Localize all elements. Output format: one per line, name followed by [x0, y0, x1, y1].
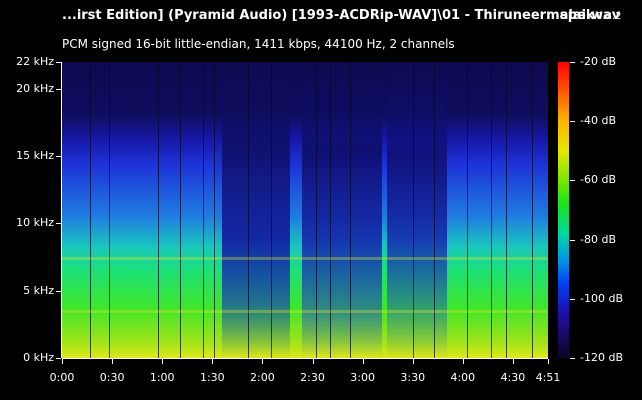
frequency-tick-label: 20 kHz — [16, 81, 54, 95]
time-tick-label: 2:00 — [250, 371, 275, 384]
spectrogram-streak — [109, 62, 110, 358]
frequency-tick — [56, 156, 61, 158]
level-tick-label: -20 dB — [580, 55, 616, 68]
time-tick — [262, 359, 264, 364]
time-tick — [512, 359, 514, 364]
spectrogram-streak — [180, 62, 181, 358]
frequency-tick — [56, 290, 61, 292]
level-colorbar — [558, 62, 569, 358]
level-tick — [570, 180, 575, 182]
spectrogram-quiet-region — [302, 62, 382, 358]
time-tick — [412, 359, 414, 364]
spectrogram-streak — [330, 62, 331, 358]
time-tick — [162, 359, 164, 364]
frequency-tick-label: 0 kHz — [23, 351, 54, 364]
frequency-tick-label: 10 kHz — [16, 216, 54, 230]
time-tick-label: 4:00 — [450, 371, 476, 384]
spectrogram-streak — [350, 62, 351, 358]
spectrogram-streak — [491, 62, 492, 358]
spectrogram-streak — [467, 62, 468, 358]
audio-info: PCM signed 16-bit little-endian, 1411 kb… — [62, 37, 455, 51]
level-tick-label: -60 dB — [580, 173, 616, 187]
time-tick — [362, 359, 364, 364]
spectrogram-band — [62, 257, 548, 260]
level-tick — [570, 121, 575, 123]
frequency-tick-label: 22 kHz — [16, 55, 54, 68]
frequency-tick — [56, 88, 61, 90]
time-tick-label: 0:30 — [99, 371, 125, 384]
frequency-tick-label: 15 kHz — [16, 149, 54, 163]
time-tick-label: 1:00 — [149, 371, 175, 384]
spectrogram-streak — [271, 62, 272, 358]
spectrogram — [62, 62, 548, 358]
spectrogram-streak — [214, 62, 215, 358]
level-tick — [570, 298, 575, 300]
time-tick — [112, 359, 114, 364]
level-tick — [570, 62, 575, 63]
frequency-tick — [56, 223, 61, 225]
app-version: 0.8.2 — [596, 11, 622, 22]
time-tick — [548, 359, 549, 364]
spectrogram-streak — [434, 62, 435, 358]
time-tick-label: 3:00 — [350, 371, 375, 384]
frequency-axis-line — [61, 62, 62, 358]
file-title: ...irst Edition] (Pyramid Audio) [1993-A… — [62, 8, 621, 23]
time-tick-label: 4:51 — [535, 371, 561, 384]
app-name: spek — [560, 8, 595, 23]
spectrogram-streak — [158, 62, 159, 358]
spectrogram-streak — [248, 62, 249, 358]
time-tick-label: 4:30 — [500, 371, 526, 384]
time-tick-label: 0:00 — [49, 371, 75, 384]
spectrogram-quiet-region — [222, 62, 290, 358]
level-tick-label: -40 dB — [580, 114, 616, 128]
time-tick-label: 1:30 — [199, 371, 225, 384]
level-tick — [570, 358, 575, 359]
time-tick — [62, 359, 63, 364]
time-tick — [462, 359, 464, 364]
frequency-tick-label: 5 kHz — [23, 283, 54, 297]
level-tick-label: -80 dB — [580, 232, 616, 246]
level-tick-label: -100 dB — [580, 291, 623, 305]
level-tick-label: -120 dB — [580, 351, 623, 364]
frequency-tick — [56, 358, 61, 359]
spectrogram-quiet-region — [387, 62, 447, 358]
frequency-tick — [56, 62, 61, 63]
spectrogram-band — [62, 310, 548, 313]
time-tick-label: 3:30 — [400, 371, 426, 384]
spectrogram-streak — [203, 62, 204, 358]
spectrogram-streak — [506, 62, 507, 358]
spectrogram-streak — [90, 62, 91, 358]
time-tick — [312, 359, 314, 364]
spectrogram-streak — [413, 62, 414, 358]
time-tick — [212, 359, 214, 364]
spectrogram-streak — [316, 62, 317, 358]
time-axis-line — [62, 358, 548, 359]
spectrogram-streak — [532, 62, 533, 358]
time-tick-label: 2:30 — [300, 371, 325, 384]
level-tick — [570, 239, 575, 241]
